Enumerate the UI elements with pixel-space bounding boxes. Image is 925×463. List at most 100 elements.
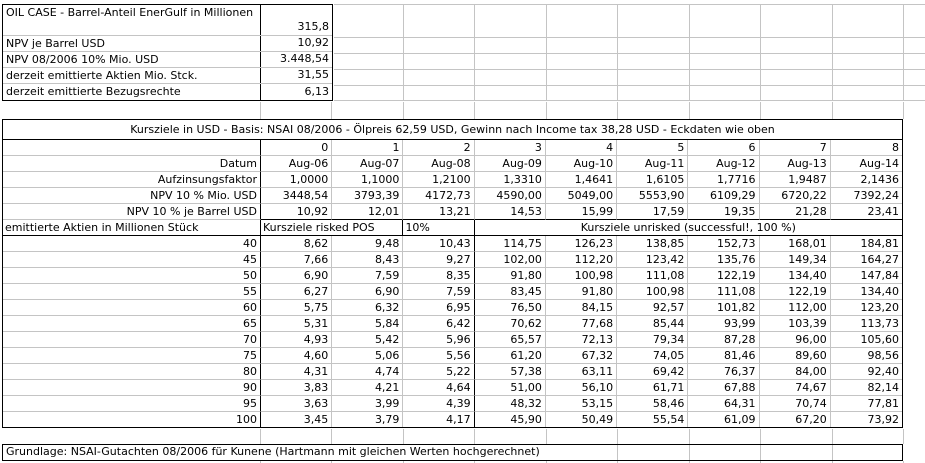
period-index-cell[interactable]: 4 — [545, 140, 618, 156]
price-target-cell[interactable]: 123,42 — [617, 252, 689, 268]
period-index-cell[interactable]: 0 — [261, 140, 333, 156]
price-target-cell[interactable]: 9,27 — [403, 252, 475, 268]
param-value-cell[interactable]: 6720,22 — [759, 188, 831, 204]
price-target-cell[interactable]: 134,40 — [830, 284, 902, 300]
param-value-cell[interactable]: 1,0000 — [261, 172, 333, 188]
date-cell[interactable]: Aug-12 — [688, 156, 760, 172]
price-target-cell[interactable]: 93,99 — [688, 316, 760, 332]
param-label-cell[interactable]: NPV 10 % Mio. USD — [3, 188, 261, 204]
param-value-cell[interactable]: 21,28 — [759, 204, 831, 220]
price-target-cell[interactable]: 6,32 — [332, 300, 404, 316]
price-target-cell[interactable]: 10,43 — [403, 236, 475, 252]
param-value-cell[interactable]: 13,21 — [403, 204, 475, 220]
price-target-cell[interactable]: 53,15 — [545, 396, 618, 412]
param-value-cell[interactable]: 15,99 — [545, 204, 618, 220]
price-target-cell[interactable]: 57,38 — [474, 364, 546, 380]
price-target-cell[interactable]: 51,00 — [474, 380, 546, 396]
price-target-cell[interactable]: 70,74 — [759, 396, 831, 412]
price-target-cell[interactable]: 123,20 — [830, 300, 902, 316]
price-target-cell[interactable]: 164,27 — [830, 252, 902, 268]
period-index-cell[interactable]: 7 — [759, 140, 831, 156]
param-value-cell[interactable]: 1,1000 — [332, 172, 404, 188]
price-target-cell[interactable]: 63,11 — [545, 364, 618, 380]
price-target-cell[interactable]: 147,84 — [830, 268, 902, 284]
price-target-cell[interactable]: 112,20 — [545, 252, 618, 268]
price-target-cell[interactable]: 114,75 — [474, 236, 546, 252]
date-cell[interactable]: Aug-13 — [759, 156, 831, 172]
shares-count-cell[interactable]: 55 — [3, 284, 261, 300]
shares-count-cell[interactable]: 75 — [3, 348, 261, 364]
price-target-cell[interactable]: 6,27 — [261, 284, 333, 300]
price-target-cell[interactable]: 67,20 — [760, 412, 831, 427]
period-index-cell[interactable]: 2 — [403, 140, 475, 156]
price-target-cell[interactable]: 5,06 — [332, 348, 404, 364]
price-target-cell[interactable]: 112,00 — [759, 300, 831, 316]
price-target-cell[interactable]: 67,88 — [688, 380, 760, 396]
price-target-cell[interactable]: 113,73 — [830, 316, 902, 332]
price-target-cell[interactable]: 4,17 — [403, 412, 475, 427]
date-cell[interactable]: Aug-14 — [830, 156, 902, 172]
summary-value-cell[interactable]: 3.448,54 — [280, 52, 329, 65]
param-value-cell[interactable]: 17,59 — [617, 204, 689, 220]
param-value-cell[interactable]: 5049,00 — [545, 188, 618, 204]
param-label-cell[interactable]: NPV 10 % je Barrel USD — [3, 204, 261, 220]
date-cell[interactable]: Aug-07 — [332, 156, 404, 172]
price-target-cell[interactable]: 134,40 — [759, 268, 831, 284]
price-target-cell[interactable]: 7,66 — [261, 252, 333, 268]
price-target-cell[interactable]: 45,90 — [475, 412, 546, 427]
price-target-cell[interactable]: 4,74 — [332, 364, 404, 380]
param-value-cell[interactable]: 1,9487 — [759, 172, 831, 188]
price-target-cell[interactable]: 103,39 — [759, 316, 831, 332]
price-target-cell[interactable]: 4,21 — [332, 380, 404, 396]
date-cell[interactable]: Aug-06 — [261, 156, 333, 172]
price-target-cell[interactable]: 122,19 — [688, 268, 760, 284]
price-target-cell[interactable]: 111,08 — [688, 284, 760, 300]
price-target-cell[interactable]: 135,76 — [688, 252, 760, 268]
price-target-cell[interactable]: 61,71 — [617, 380, 689, 396]
param-value-cell[interactable]: 1,7716 — [688, 172, 760, 188]
price-target-cell[interactable]: 5,75 — [261, 300, 333, 316]
price-target-cell[interactable]: 126,23 — [545, 236, 618, 252]
price-target-cell[interactable]: 92,40 — [830, 364, 902, 380]
period-index-cell[interactable]: 1 — [332, 140, 404, 156]
section-label-cell[interactable]: emittierte Aktien in Millionen Stück — [3, 220, 261, 236]
price-target-cell[interactable]: 98,56 — [830, 348, 902, 364]
price-target-cell[interactable]: 72,13 — [545, 332, 618, 348]
param-value-cell[interactable]: 4172,73 — [403, 188, 475, 204]
price-target-cell[interactable]: 82,14 — [830, 380, 902, 396]
summary-value-cell[interactable]: 315,8 — [297, 20, 330, 33]
shares-count-cell[interactable]: 80 — [3, 364, 261, 380]
shares-count-cell[interactable]: 40 — [3, 236, 261, 252]
corner-cell[interactable] — [3, 140, 261, 156]
param-value-cell[interactable]: 4590,00 — [474, 188, 546, 204]
param-value-cell[interactable]: 5553,90 — [617, 188, 689, 204]
price-target-cell[interactable]: 85,44 — [617, 316, 689, 332]
table-title-cell[interactable]: Kursziele in USD - Basis: NSAI 08/2006 -… — [3, 120, 902, 140]
period-index-cell[interactable]: 3 — [474, 140, 546, 156]
price-target-cell[interactable]: 81,46 — [688, 348, 760, 364]
param-value-cell[interactable]: 19,35 — [688, 204, 760, 220]
shares-count-cell[interactable]: 60 — [3, 300, 261, 316]
price-target-cell[interactable]: 7,59 — [403, 284, 475, 300]
price-target-cell[interactable]: 6,90 — [261, 268, 333, 284]
price-target-cell[interactable]: 105,60 — [830, 332, 902, 348]
price-target-cell[interactable]: 77,81 — [830, 396, 902, 412]
param-value-cell[interactable]: 2,1436 — [830, 172, 902, 188]
price-target-cell[interactable]: 79,34 — [617, 332, 689, 348]
risked-section-header[interactable]: Kursziele risked POS — [261, 220, 404, 236]
summary-value-cell[interactable]: 31,55 — [297, 68, 330, 81]
summary-value-cell[interactable]: 6,13 — [304, 85, 330, 98]
price-target-cell[interactable]: 74,05 — [617, 348, 689, 364]
price-target-cell[interactable]: 100,98 — [617, 284, 689, 300]
price-target-cell[interactable]: 48,32 — [474, 396, 546, 412]
param-value-cell[interactable]: 3793,39 — [332, 188, 404, 204]
date-cell[interactable]: Aug-10 — [545, 156, 618, 172]
param-value-cell[interactable]: 1,3310 — [474, 172, 546, 188]
price-target-cell[interactable]: 61,20 — [474, 348, 546, 364]
price-target-cell[interactable]: 74,67 — [759, 380, 831, 396]
price-target-cell[interactable]: 77,68 — [545, 316, 618, 332]
unrisked-section-header[interactable]: Kursziele unrisked (successful!, 100 %) — [474, 220, 902, 236]
price-target-cell[interactable]: 168,01 — [759, 236, 831, 252]
price-target-cell[interactable]: 5,56 — [403, 348, 475, 364]
param-value-cell[interactable]: 23,41 — [830, 204, 902, 220]
